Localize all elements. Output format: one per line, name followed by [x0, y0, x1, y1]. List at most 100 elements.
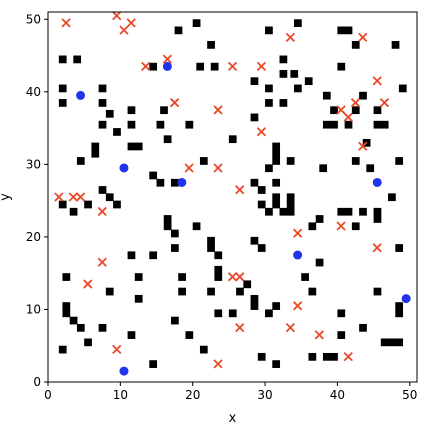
obstacle-cell [69, 316, 78, 325]
cross-point [227, 272, 238, 282]
obstacle-cell [228, 309, 237, 318]
obstacle-cell [391, 41, 400, 49]
obstacle-cell [84, 200, 92, 209]
obstacle-cell [380, 338, 389, 347]
obstacle-cell [113, 200, 121, 209]
obstacle-cell [178, 287, 186, 296]
obstacle-cell [279, 70, 288, 78]
obstacle-cell [373, 287, 382, 296]
obstacle-cell [250, 178, 259, 187]
obstacle-cell [337, 331, 346, 339]
cross-point [285, 322, 296, 333]
obstacle-cell [344, 120, 353, 129]
obstacle-cell [58, 345, 67, 354]
obstacle-cell [98, 323, 107, 332]
obstacle-cell [98, 186, 107, 194]
obstacle-cell [58, 200, 67, 209]
obstacle-cell [62, 273, 71, 281]
obstacle-cell [279, 207, 288, 216]
circle-series [76, 61, 411, 376]
obstacle-cell [265, 164, 273, 173]
obstacle-cell [351, 157, 360, 165]
obstacle-cell [337, 207, 346, 216]
obstacle-cell [171, 316, 179, 325]
obstacle-cell [265, 26, 273, 35]
obstacle-cell [171, 229, 179, 238]
obstacle-cell [330, 106, 338, 115]
obstacle-cell [308, 352, 317, 361]
obstacle-cell [388, 193, 396, 202]
obstacle-cell [272, 360, 281, 368]
cross-point [112, 344, 122, 354]
circle-point [119, 366, 129, 376]
cross-point [350, 98, 361, 108]
obstacle-layer [58, 19, 407, 368]
cross-point [97, 257, 107, 267]
obstacle-cell [265, 309, 273, 318]
x-tick-label: 30 [257, 388, 272, 402]
obstacle-cell [315, 215, 324, 223]
obstacle-cell [127, 106, 136, 115]
obstacle-cell [134, 294, 143, 303]
obstacle-cell [395, 157, 404, 165]
circle-point [119, 163, 129, 173]
obstacle-cell [207, 287, 215, 296]
obstacle-cell [62, 309, 71, 318]
obstacle-cell [257, 200, 266, 209]
obstacle-cell [105, 193, 114, 202]
obstacle-cell [286, 207, 295, 216]
cross-point [112, 10, 122, 21]
y-tick-label: 0 [33, 375, 41, 389]
obstacle-cell [149, 171, 158, 180]
obstacle-cell [395, 302, 404, 310]
obstacle-cell [243, 280, 252, 289]
obstacle-cell [171, 244, 179, 252]
obstacle-cell [76, 323, 85, 332]
obstacle-cell [315, 258, 324, 267]
cross-point [54, 192, 64, 202]
obstacle-cell [330, 120, 338, 129]
cross-point [235, 185, 245, 195]
obstacle-cell [58, 55, 67, 64]
obstacle-cell [58, 84, 67, 93]
obstacle-cell [290, 70, 299, 78]
obstacle-cell [98, 99, 107, 107]
obstacle-cell [192, 222, 201, 231]
obstacle-cell [214, 273, 223, 281]
obstacle-cell [174, 26, 183, 35]
obstacle-cell [149, 62, 158, 71]
x-tick-label: 0 [44, 388, 52, 402]
obstacle-cell [69, 207, 78, 216]
cross-point [227, 61, 238, 72]
obstacle-cell [330, 352, 338, 361]
obstacle-cell [73, 55, 82, 64]
obstacle-cell [265, 84, 273, 93]
obstacle-cell [344, 26, 353, 35]
obstacle-cell [185, 120, 194, 129]
obstacle-cell [149, 251, 158, 260]
y-tick-label: 50 [26, 12, 41, 26]
obstacle-cell [178, 273, 186, 281]
obstacle-cell [228, 135, 237, 144]
cross-point [213, 163, 223, 173]
obstacle-cell [308, 287, 317, 296]
obstacle-cell [199, 157, 208, 165]
obstacle-cell [163, 215, 172, 223]
obstacle-cell [163, 222, 172, 231]
obstacle-cell [192, 19, 201, 27]
x-tick-label: 40 [330, 388, 345, 402]
cross-point [292, 301, 303, 311]
cross-point [162, 54, 173, 64]
obstacle-cell [84, 338, 92, 347]
obstacle-cell [380, 120, 389, 129]
cross-point [119, 25, 129, 35]
obstacle-cell [351, 106, 360, 115]
y-axis-label: y [0, 193, 13, 201]
obstacle-cell [207, 41, 215, 49]
obstacle-cell [127, 142, 136, 151]
cross-point [358, 32, 368, 43]
cross-point [358, 141, 368, 151]
obstacle-cell [398, 84, 407, 93]
obstacle-cell [98, 84, 107, 93]
obstacle-cell [250, 113, 259, 122]
